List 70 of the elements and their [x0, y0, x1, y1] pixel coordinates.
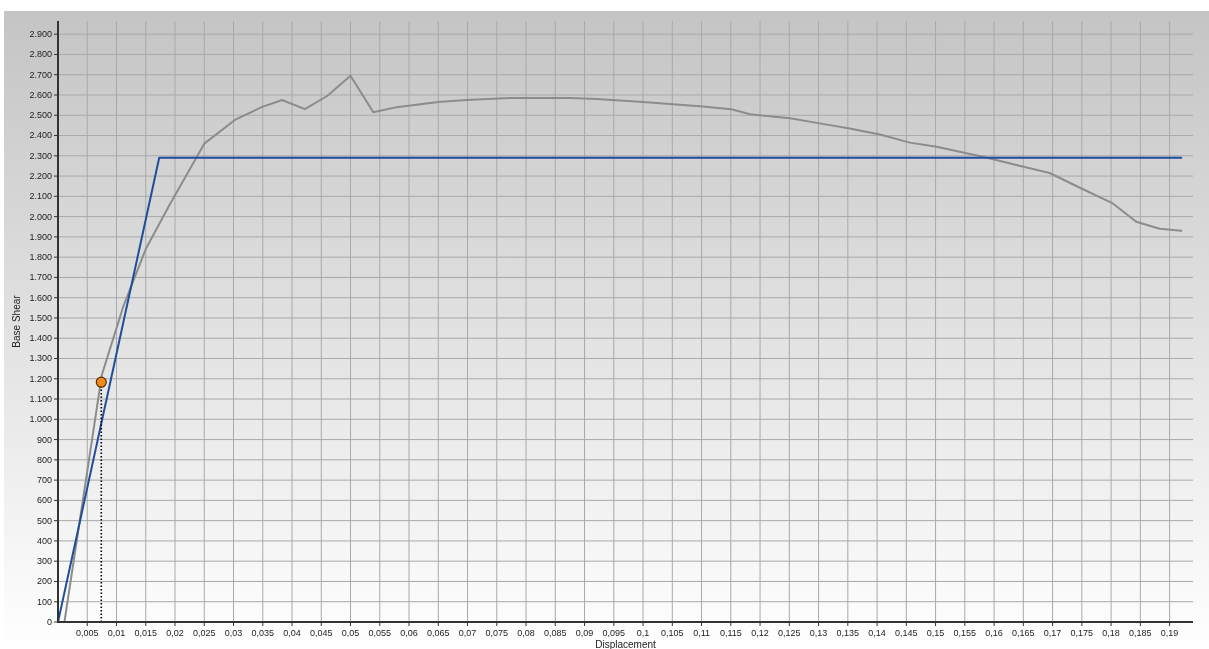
y-tick-label: 700: [36, 475, 52, 486]
y-tick-label: 100: [36, 596, 52, 607]
x-tick-label: 0,155: [953, 628, 977, 638]
x-tick-label: 0,075: [485, 628, 509, 638]
y-tick-label: 1.000: [29, 414, 52, 425]
x-tick-label: 0,005: [75, 628, 99, 638]
x-tick-label: 0,1: [636, 628, 650, 638]
x-tick-label: 0,18: [1102, 628, 1120, 638]
x-tick-label: 0,165: [1012, 628, 1035, 638]
y-tick-label: 900: [36, 434, 52, 445]
y-tick-label: 1.700: [29, 272, 52, 283]
x-tick-label: 0,015: [134, 628, 158, 638]
y-tick-label: 2.100: [29, 191, 52, 202]
x-tick-label: 0,19: [1160, 628, 1179, 638]
y-tick-label: 1.300: [29, 353, 52, 364]
y-tick-label: 1.800: [29, 252, 52, 263]
x-tick-label: 0,16: [985, 628, 1003, 638]
y-tick-label: 400: [36, 535, 52, 546]
x-tick-label: 0,14: [868, 628, 886, 638]
y-tick-label: 600: [36, 495, 52, 506]
x-tick-label: 0,03: [224, 628, 243, 638]
x-tick-label: 0,185: [1129, 628, 1152, 638]
x-tick-label: 0,15: [926, 628, 945, 638]
x-tick-label: 0,045: [310, 628, 333, 638]
x-tick-label: 0,065: [427, 628, 450, 638]
x-tick-label: 0,175: [1070, 628, 1094, 638]
x-tick-label: 0,105: [661, 628, 684, 638]
y-tick-label: 2.700: [29, 69, 52, 80]
y-tick-label: 2.000: [29, 211, 52, 222]
y-tick-label: 2.500: [29, 110, 52, 121]
x-tick-label: 0,04: [283, 628, 301, 638]
x-tick-label: 0,095: [602, 628, 626, 638]
y-tick-label: 1.900: [29, 231, 52, 242]
x-tick-label: 0,09: [575, 628, 594, 638]
y-tick-label: 2.200: [29, 171, 52, 182]
line-series: [63, 74, 1183, 623]
y-axis-title: Base Shear: [11, 294, 22, 348]
y-tick-label: 2.300: [29, 150, 52, 161]
x-tick-label: 0,08: [517, 628, 535, 638]
x-tick-label: 0,07: [458, 628, 477, 638]
x-tick-label: 0,085: [544, 628, 567, 638]
x-tick-label: 0,11: [693, 628, 710, 638]
x-tick-label: 0,13: [809, 628, 828, 638]
x-tick-label: 0,025: [193, 628, 216, 638]
y-tick-label: 2.900: [29, 29, 52, 40]
x-tick-label: 0,17: [1043, 628, 1062, 638]
y-tick-label: 2.800: [29, 49, 52, 60]
y-tick-label: 1.400: [29, 333, 52, 344]
x-tick-label: 0,035: [251, 628, 275, 638]
y-tick-label: 1.200: [29, 373, 52, 384]
y-tick-label: 1.600: [29, 292, 52, 303]
x-tick-label: 0,145: [895, 628, 918, 638]
y-tick-label: 0: [46, 616, 52, 627]
y-tick-label: 500: [36, 515, 52, 526]
x-tick-label: 0,02: [166, 628, 184, 638]
x-tick-label: 0,06: [400, 628, 418, 638]
y-tick-label: 200: [36, 576, 52, 587]
x-tick-label: 0,05: [341, 628, 360, 638]
x-tick-label: 0,055: [368, 628, 392, 638]
y-tick-label: 1.500: [29, 312, 52, 323]
y-tick-label: 1.100: [29, 394, 52, 404]
x-tick-label: 0,12: [751, 628, 769, 638]
y-tick-label: 800: [36, 454, 52, 465]
x-tick-label: 0,115: [719, 628, 742, 638]
y-tick-label: 2.600: [29, 89, 52, 100]
x-tick-label: 0,135: [836, 628, 860, 638]
x-tick-label: 0,01: [107, 628, 126, 638]
y-tick-label: 300: [36, 556, 52, 567]
x-tick-label: 0,125: [778, 628, 801, 638]
y-tick-label: 2.400: [29, 130, 52, 141]
